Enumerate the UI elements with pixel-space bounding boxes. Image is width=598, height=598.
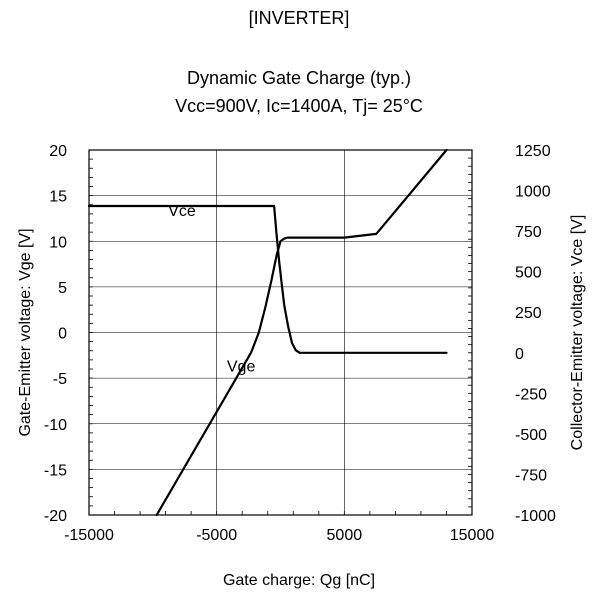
x-tick-labels: -15000 -5000 5000 15000 — [64, 527, 494, 544]
y-left-tick-label: 5 — [58, 280, 67, 297]
series-layer — [87, 148, 448, 517]
y-left-tick-label: 0 — [58, 326, 67, 343]
series-annotation: Vce — [168, 203, 196, 220]
grid-lines — [89, 150, 472, 515]
series-line-vce — [87, 204, 448, 354]
y-left-tick-label: -5 — [53, 371, 67, 388]
y-left-tick-label: 20 — [49, 143, 67, 160]
y-left-axis-label: Gate-Emitter voltage: Vge [V] — [17, 228, 34, 436]
chart-subtitle: Vcc=900V, Ic=1400A, Tj= 25°C — [175, 96, 423, 116]
annotations: Vce Vge — [168, 203, 255, 375]
y-left-tick-label: -20 — [44, 508, 67, 525]
y-right-axis-label: Collector-Emitter voltage: Vce [V] — [569, 215, 586, 451]
y-left-tick-label: 15 — [49, 189, 67, 206]
y-right-tick-label: -500 — [515, 427, 547, 444]
series-line-vge — [155, 148, 448, 517]
x-tick-label: 5000 — [327, 527, 363, 544]
chart-title: Dynamic Gate Charge (typ.) — [186, 68, 412, 88]
y-right-tick-label: 1000 — [515, 184, 551, 201]
y-left-tick-label: -10 — [44, 417, 67, 434]
y-right-tick-label: 250 — [515, 305, 542, 322]
x-tick-label: -15000 — [64, 527, 114, 544]
y-left-tick-label: -15 — [44, 462, 67, 479]
minor-ticks — [88, 149, 473, 516]
x-axis-label: Gate charge: Qg [nC] — [222, 572, 376, 589]
y-right-tick-label: 500 — [515, 265, 542, 282]
x-tick-label: -5000 — [196, 527, 237, 544]
plot-frame — [88, 149, 473, 516]
y-right-tick-label: -1000 — [515, 508, 556, 525]
y-right-tick-label: 750 — [515, 224, 542, 241]
series-annotation: Vge — [227, 358, 256, 375]
y-left-tick-label: 10 — [49, 234, 67, 251]
section-title: [INVERTER] — [248, 8, 350, 28]
y-right-tick-label: 1250 — [515, 143, 551, 160]
y-right-tick-label: 0 — [515, 346, 524, 363]
y-right-tick-label: -750 — [515, 467, 547, 484]
y-left-tick-labels: 20 15 10 5 0 -5 -10 -15 -20 — [44, 143, 67, 525]
y-right-tick-label: -250 — [515, 386, 547, 403]
y-right-tick-labels: 1250 1000 750 500 250 0 -250 -500 -750 -1000 — [515, 143, 556, 525]
x-tick-label: 15000 — [450, 527, 495, 544]
